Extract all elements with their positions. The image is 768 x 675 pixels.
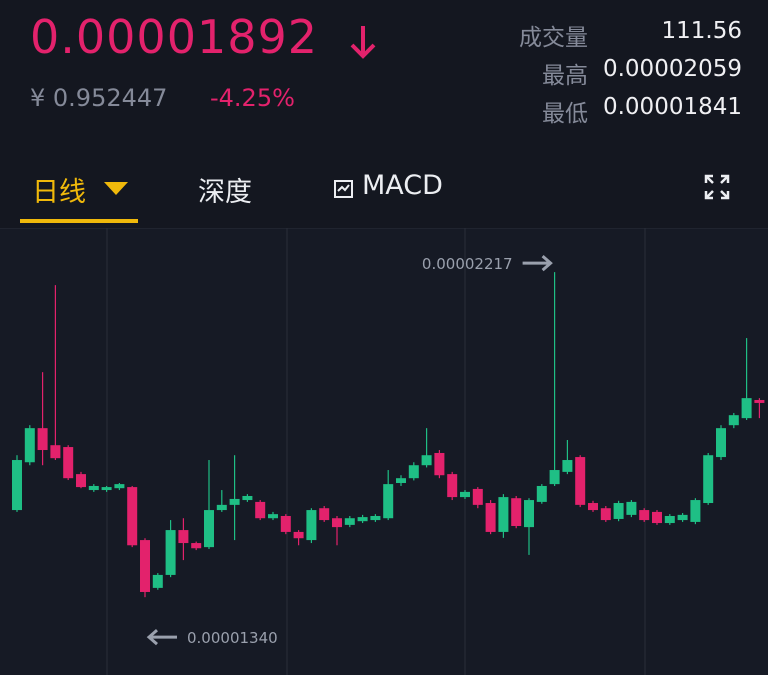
candle-body — [216, 504, 227, 511]
candle-body — [562, 460, 573, 472]
annotation-arrow — [146, 629, 177, 646]
fullscreen-button[interactable] — [704, 174, 730, 200]
annotation-label: 0.00001340 — [187, 629, 278, 647]
stat-value: 0.00002059 — [602, 56, 742, 82]
candle-body — [421, 455, 432, 466]
candle-body — [152, 574, 163, 588]
candle-body — [524, 500, 534, 528]
candle-body — [357, 517, 368, 522]
stat-value: 111.56 — [661, 18, 742, 44]
candle-body — [191, 543, 202, 549]
down-arrow-icon — [350, 26, 376, 59]
candle-body — [127, 487, 138, 546]
annotation-label: 0.00002217 — [422, 255, 513, 273]
candle-body — [549, 470, 560, 485]
candle-body — [741, 398, 752, 419]
candle-body — [613, 503, 624, 519]
tab[interactable]: 深度 — [198, 177, 252, 208]
indicator-icon — [334, 180, 353, 198]
candle-body — [677, 514, 688, 521]
candle-body — [88, 485, 99, 491]
candle-body — [383, 484, 394, 519]
candle-body — [12, 460, 22, 511]
last-price: 0.00001892 — [30, 10, 319, 64]
candle-body — [639, 510, 650, 521]
candle-body — [63, 447, 74, 479]
candle-body — [472, 488, 483, 505]
dropdown-caret[interactable] — [104, 182, 128, 196]
stat-label: 最低 — [542, 101, 588, 127]
candlestick-chart: 0.00002217 0.00001340 — [0, 228, 768, 675]
candle-body — [511, 498, 522, 526]
tab[interactable]: MACD — [362, 170, 443, 201]
candle-body — [447, 474, 458, 498]
candle-body — [600, 508, 611, 521]
candle-body — [434, 452, 445, 476]
stat-label: 成交量 — [519, 25, 588, 51]
candle-body — [280, 515, 291, 532]
candle-body — [728, 415, 739, 426]
candle-body — [229, 498, 240, 505]
stat-value: 0.00001841 — [602, 94, 742, 120]
candle-body — [101, 487, 112, 491]
candle-body — [536, 485, 547, 502]
candle-body — [268, 514, 278, 519]
candle-body — [255, 501, 266, 519]
candle-body — [24, 428, 35, 463]
change-percent: -4.25% — [210, 84, 295, 112]
candle-body — [664, 515, 675, 524]
candle-body — [204, 510, 214, 548]
candle-body — [716, 428, 726, 458]
candle-body — [332, 518, 342, 528]
candle-body — [319, 508, 330, 521]
candle-body — [626, 501, 637, 515]
candle-body — [140, 540, 150, 592]
cny-price: ¥ 0.952447 — [30, 84, 168, 112]
candle-body — [703, 455, 714, 504]
candle-body — [485, 503, 496, 532]
candle-body — [460, 491, 470, 498]
candle-body — [306, 510, 317, 541]
candle-body — [37, 428, 48, 451]
candle-body — [50, 445, 61, 459]
candle-body — [165, 530, 176, 575]
candle-body — [408, 465, 419, 479]
candle-body — [575, 457, 586, 505]
candle-body — [76, 474, 86, 488]
candle-body — [178, 530, 189, 544]
candle-body — [293, 531, 304, 539]
candle-body — [690, 500, 701, 522]
candle-body — [652, 511, 662, 524]
stat-label: 最高 — [542, 63, 588, 89]
candle-body — [498, 497, 509, 532]
candle-body — [396, 478, 406, 484]
candle-body — [588, 503, 598, 511]
candle-body — [344, 518, 355, 525]
tab-underline — [20, 219, 138, 223]
candle-body — [370, 515, 381, 521]
candle-body — [242, 495, 253, 501]
candle-body — [754, 399, 765, 403]
candle-body — [114, 484, 125, 489]
annotation-arrow — [522, 254, 553, 272]
tab[interactable]: 日线 — [32, 177, 86, 208]
